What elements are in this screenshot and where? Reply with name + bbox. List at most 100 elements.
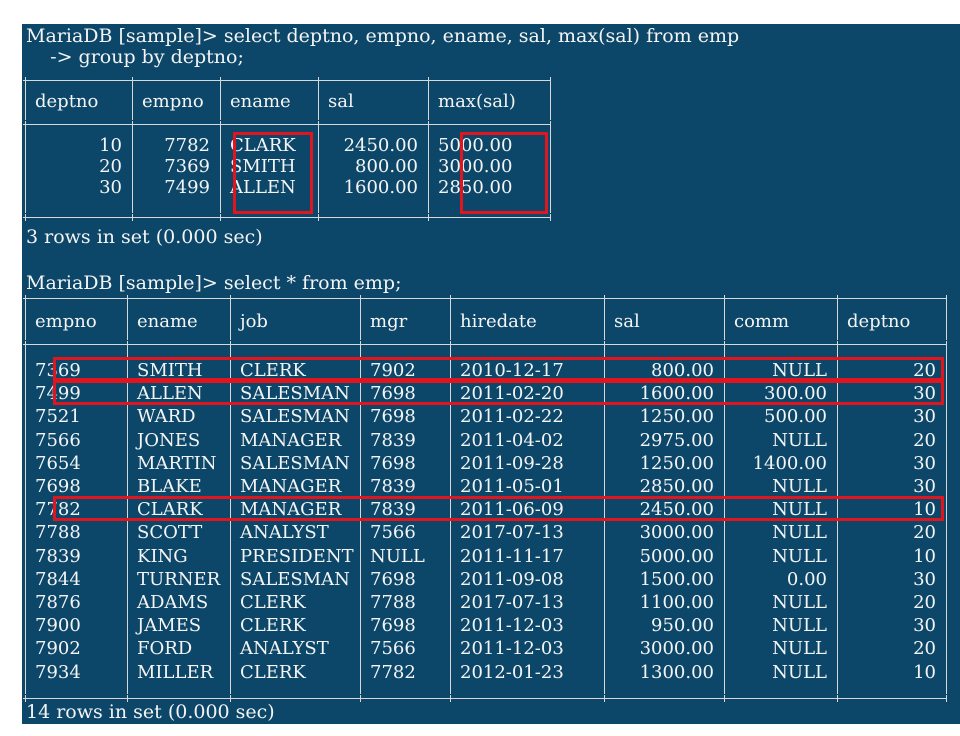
t2-cell-mgr: 7698: [370, 406, 416, 428]
t1-border-bottom: [23, 217, 551, 218]
t2-cell-empno: 7654: [35, 452, 81, 474]
t2-cell-deptno: 30: [913, 476, 936, 497]
t2-cell-ename: FORD: [137, 638, 193, 660]
t2-border-header: [23, 344, 947, 345]
t1-border-top-plus: [428, 77, 429, 84]
t1-cell-ename: CLARK: [230, 135, 296, 156]
t2-cell-deptno: 30: [913, 383, 936, 405]
t2-cell-hiredate: 2011-06-09: [460, 499, 564, 521]
t2-border-top-plus: [25, 295, 26, 302]
t2-border-top-plus: [127, 295, 128, 302]
t2-cell-deptno: 30: [913, 406, 936, 428]
t2-border-top-plus: [604, 295, 605, 302]
t2-header-hiredate: hiredate: [460, 311, 537, 332]
t2-cell-ename: MILLER: [137, 661, 214, 683]
t2-cell-job: ANALYST: [240, 522, 329, 544]
t2-cell-mgr: 7698: [370, 615, 416, 637]
t2-col-divider: [604, 302, 605, 340]
t2-cell-mgr: 7839: [370, 429, 416, 451]
t2-cell-ename: KING: [137, 545, 188, 567]
t1-border-top: [23, 80, 551, 81]
t2-cell-job: SALESMAN: [240, 452, 350, 474]
t1-border-bottom-plus: [132, 214, 133, 221]
t1-border-header: [23, 124, 551, 125]
t1-border-top-plus: [132, 77, 133, 84]
t2-cell-comm: NULL: [772, 592, 827, 613]
t1-border-top-plus: [550, 77, 551, 84]
t2-cell-comm: 500.00: [764, 406, 827, 428]
t2-cell-empno: 7369: [35, 360, 81, 381]
t2-cell-job: SALESMAN: [240, 383, 350, 405]
t1-border-top-plus: [25, 77, 26, 84]
t2-cell-deptno: 30: [913, 452, 936, 474]
t2-cell-hiredate: 2011-09-08: [460, 568, 564, 590]
t2-cell-job: CLERK: [240, 661, 306, 683]
t1-cell-empno: 7369: [164, 156, 210, 177]
t2-col-divider: [25, 348, 26, 694]
t2-cell-mgr: NULL: [370, 545, 425, 567]
t1-col-divider: [428, 84, 429, 120]
t1-border-bottom-plus: [318, 214, 319, 221]
t2-cell-job: MANAGER: [240, 429, 342, 451]
t2-cell-sal: 800.00: [651, 360, 714, 381]
t2-cell-mgr: 7566: [370, 638, 416, 660]
t2-border-header-plus: [946, 341, 947, 348]
t2-cell-sal: 1250.00: [639, 452, 714, 474]
t1-col-divider: [25, 128, 26, 213]
t2-cell-hiredate: 2011-12-03: [460, 638, 564, 660]
t2-cell-hiredate: 2011-04-02: [460, 429, 564, 451]
t2-border-header-plus: [230, 341, 231, 348]
t2-cell-mgr: 7698: [370, 383, 416, 405]
t2-cell-ename: ADAMS: [137, 592, 209, 613]
t2-col-divider: [127, 302, 128, 340]
t2-col-divider: [230, 302, 231, 340]
t1-col-divider: [318, 84, 319, 120]
t2-cell-job: PRESIDENT: [240, 545, 354, 567]
t1-border-top-plus: [318, 77, 319, 84]
t2-cell-sal: 3000.00: [639, 638, 714, 660]
t2-cell-comm: NULL: [772, 476, 827, 497]
t2-border-header-plus: [604, 341, 605, 348]
t2-cell-mgr: 7566: [370, 522, 416, 544]
t2-cell-empno: 7521: [35, 406, 81, 428]
t2-cell-empno: 7900: [35, 615, 81, 637]
t2-cell-mgr: 7698: [370, 568, 416, 590]
t2-col-divider: [360, 348, 361, 694]
t2-cell-deptno: 20: [913, 429, 936, 451]
t2-cell-hiredate: 2010-12-17: [460, 360, 564, 381]
t1-header-deptno: deptno: [35, 91, 99, 112]
t2-cell-mgr: 7698: [370, 452, 416, 474]
highlight-box-max-sal: [460, 132, 548, 214]
t2-border-header-plus: [450, 341, 451, 348]
t2-cell-comm: NULL: [772, 615, 827, 637]
t2-cell-deptno: 10: [913, 545, 936, 567]
t2-cell-ename: WARD: [137, 406, 196, 428]
t1-cell-empno: 7782: [164, 135, 210, 156]
t2-border-bottom-plus: [837, 695, 838, 702]
t1-cell-sal: 1600.00: [343, 177, 418, 198]
t2-border-top-plus: [360, 295, 361, 302]
t2-cell-job: MANAGER: [240, 499, 342, 521]
t1-cell-deptno: 30: [99, 177, 122, 198]
t2-border-top-plus: [837, 295, 838, 302]
t2-cell-deptno: 20: [913, 592, 936, 613]
t2-border-top: [23, 298, 947, 299]
t2-col-divider: [25, 302, 26, 340]
t2-cell-job: SALESMAN: [240, 406, 350, 428]
t2-cell-sal: 1100.00: [639, 592, 714, 613]
t1-col-divider: [132, 128, 133, 213]
t2-col-divider: [946, 348, 947, 694]
t2-cell-deptno: 20: [913, 360, 936, 381]
t2-cell-comm: NULL: [772, 522, 827, 544]
t1-border-header-plus: [428, 121, 429, 128]
t2-cell-comm: NULL: [772, 545, 827, 567]
t2-border-bottom-plus: [724, 695, 725, 702]
t2-cell-mgr: 7782: [370, 661, 416, 683]
t1-cell-ename: SMITH: [230, 156, 296, 177]
t2-cell-empno: 7566: [35, 429, 81, 451]
t2-border-bottom-plus: [127, 695, 128, 702]
t2-cell-sal: 950.00: [651, 615, 714, 637]
t2-cell-comm: NULL: [772, 360, 827, 381]
t1-col-divider: [220, 128, 221, 213]
t2-cell-deptno: 30: [913, 568, 936, 590]
